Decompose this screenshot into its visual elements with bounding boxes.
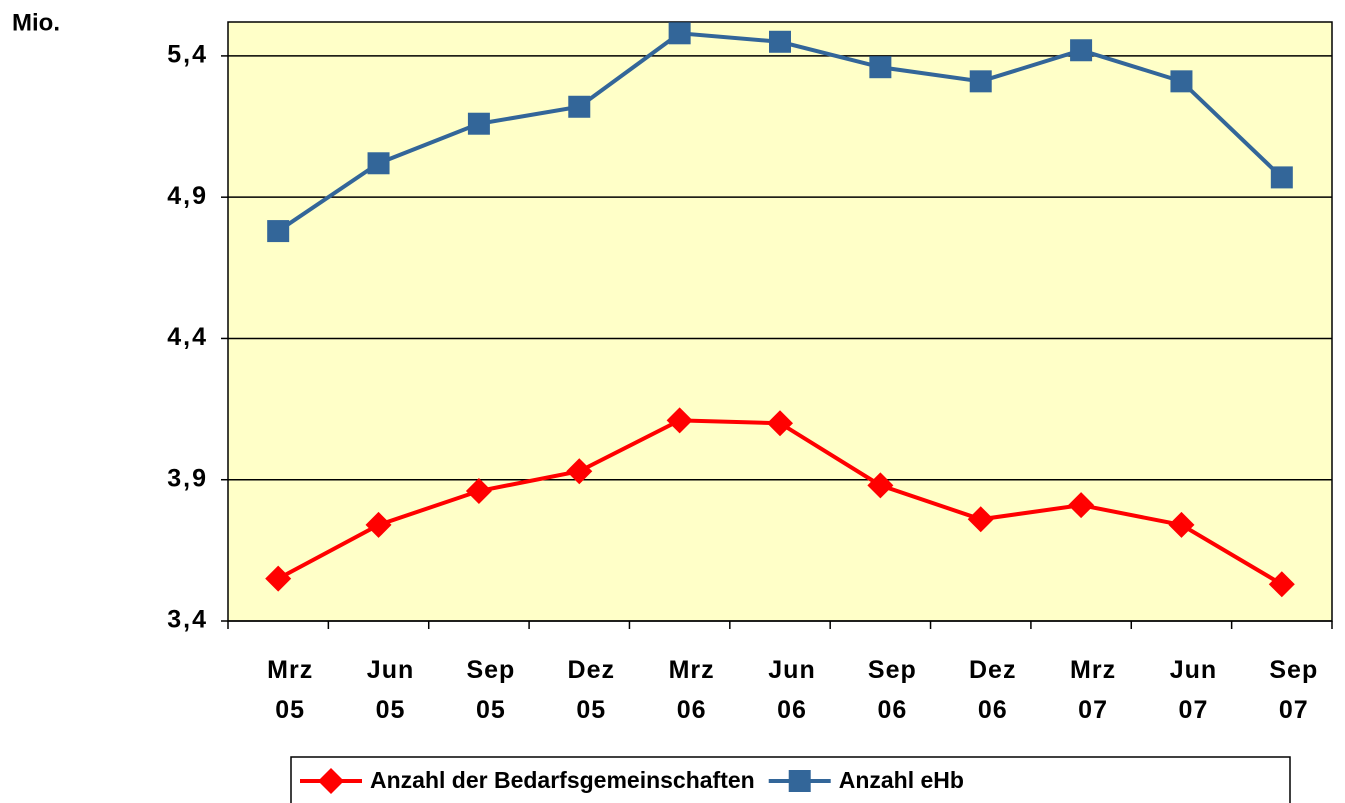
- x-tick-label: Jun 07: [1169, 656, 1218, 724]
- y-tick-label: 5,4: [167, 41, 208, 69]
- marker: [967, 506, 994, 533]
- plot-area: [228, 22, 1332, 621]
- y-axis-unit: Mio.: [12, 9, 60, 36]
- marker: [1068, 492, 1095, 519]
- marker: [767, 410, 793, 437]
- marker: [869, 56, 892, 79]
- marker: [267, 220, 290, 243]
- x-tick-label: Mrz 05: [267, 656, 314, 724]
- marker: [769, 30, 791, 53]
- y-tick-label: 3,4: [167, 606, 208, 634]
- x-tick-label: Jun 06: [768, 656, 816, 724]
- legend-label: Anzahl der Bedarfsgemeinschaften: [370, 767, 755, 793]
- x-tick-label: Dez 06: [968, 656, 1017, 724]
- marker: [1168, 511, 1195, 538]
- y-tick-label: 4,4: [167, 323, 208, 351]
- marker: [1270, 166, 1293, 189]
- legend-label: Anzahl eHb: [839, 767, 964, 793]
- marker: [318, 768, 344, 794]
- marker: [265, 565, 292, 592]
- marker: [867, 472, 894, 499]
- x-tick-label: Mrz 06: [668, 656, 715, 724]
- x-tick-label: Dez 05: [567, 656, 615, 724]
- marker: [566, 458, 593, 485]
- legend: Anzahl der Bedarfsgemeinschaften Anzahl e…: [290, 756, 1291, 803]
- x-tick-label: Sep 07: [1269, 656, 1319, 724]
- marker: [1170, 70, 1193, 93]
- marker: [1268, 571, 1295, 598]
- marker: [666, 407, 693, 434]
- marker: [668, 22, 691, 45]
- marker: [367, 152, 390, 175]
- marker: [365, 511, 392, 538]
- marker: [788, 770, 811, 792]
- marker: [1070, 39, 1093, 62]
- x-tick-label: Mrz 07: [1070, 656, 1117, 724]
- marker: [969, 70, 992, 93]
- y-tick-label: 4,9: [167, 182, 208, 210]
- marker: [465, 478, 492, 505]
- y-tick-label: 3,9: [167, 464, 208, 492]
- x-tick-label: Sep 06: [867, 656, 917, 724]
- x-tick-label: Sep 05: [466, 656, 516, 724]
- marker: [467, 112, 490, 135]
- x-tick-label: Jun 05: [366, 656, 415, 724]
- marker: [568, 95, 591, 118]
- plot-border: [227, 21, 1333, 622]
